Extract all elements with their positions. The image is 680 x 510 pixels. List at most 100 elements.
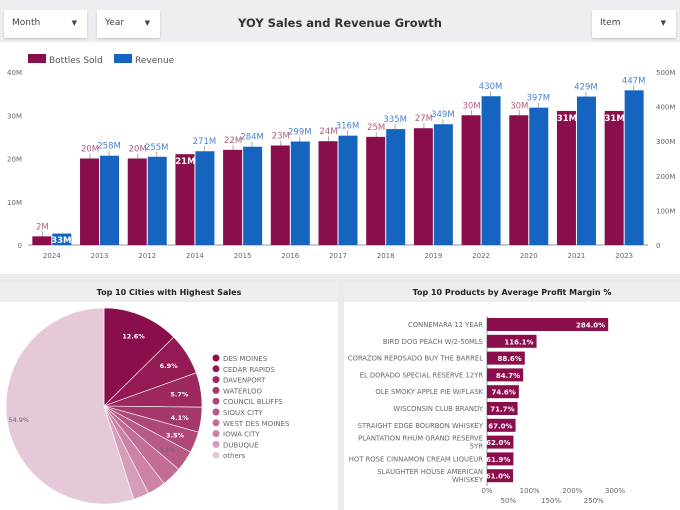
bar-bottles-sold xyxy=(175,154,195,245)
pie-value-label: 54.9% xyxy=(8,416,29,424)
product-value-label: 61.9% xyxy=(486,456,510,464)
bar-revenue xyxy=(338,135,358,245)
legend-label: COUNCIL BLUFFS xyxy=(223,398,283,406)
product-bar xyxy=(487,318,609,331)
legend-dot xyxy=(212,430,220,438)
bar-bottles-sold xyxy=(32,236,52,245)
x-tick: 2015 xyxy=(234,252,252,260)
product-value-label: 74.6% xyxy=(492,389,516,397)
month-filter-label: Month xyxy=(12,18,41,28)
product-bar xyxy=(487,469,514,483)
bottles-label: 22M xyxy=(224,136,242,146)
bottles-label: 31M xyxy=(605,114,625,124)
y-right-tick: 500M xyxy=(656,69,675,77)
bar-bottles-sold xyxy=(604,110,624,245)
y-left-tick: 10M xyxy=(7,199,22,207)
yoy-bar-chart: Bottles Sold Revenue 0 10M 20M 30M 40M 0 100M 200… xyxy=(7,54,675,260)
x-tick: 2020 xyxy=(520,252,538,260)
cities-panel: Top 10 Cities with Highest Sales 12.6% 6.… xyxy=(0,282,338,510)
bar-revenue xyxy=(576,96,596,245)
bottles-label: 27M xyxy=(415,114,433,124)
bar-bottles-sold xyxy=(413,128,433,245)
bar-revenue xyxy=(147,156,167,245)
month-filter[interactable]: Month ▼ xyxy=(4,10,87,38)
item-filter[interactable]: Item ▼ xyxy=(592,10,676,38)
year-filter[interactable]: Year ▼ xyxy=(97,10,160,38)
legend-label: CEDAR RAPIDS xyxy=(223,366,275,374)
product-label: BIRD DOG PEACH W/2-50MLS xyxy=(383,338,483,346)
bar-revenue xyxy=(290,141,310,245)
hbar-title: Top 10 Products by Average Profit Margin… xyxy=(344,282,680,302)
products-panel: Top 10 Products by Average Profit Margin… xyxy=(344,282,680,510)
y-right-tick: 200M xyxy=(656,173,675,181)
legend-swatch xyxy=(114,54,132,63)
bar-bottles-sold xyxy=(80,158,100,245)
product-bar xyxy=(487,452,514,466)
y-left-tick: 40M xyxy=(7,69,22,77)
bar-revenue xyxy=(195,151,215,245)
legend-dot xyxy=(212,386,220,394)
legend-dot xyxy=(212,376,220,384)
revenue-label: 255M xyxy=(145,143,169,153)
x-tick: 2014 xyxy=(186,252,204,260)
caret-down-icon: ▼ xyxy=(660,19,666,27)
page-title: YOY Sales and Revenue Growth xyxy=(238,16,442,30)
revenue-label: 430M xyxy=(479,82,503,92)
product-value-label: 67.0% xyxy=(488,422,512,430)
legend-dot xyxy=(212,408,220,416)
legend-label: DUBUQUE xyxy=(223,441,259,449)
products-bar-chart: 284.0% CONNEMARA 12 YEAR 116.1% BIRD DOG PE… xyxy=(348,316,625,505)
product-value-label: 84.7% xyxy=(496,372,520,380)
product-value-label: 284.0% xyxy=(576,322,605,330)
legend-dot xyxy=(212,419,220,427)
y-left-tick: 20M xyxy=(7,156,22,164)
bottles-label: 20M xyxy=(81,145,99,155)
header-bar: Month ▼ Year ▼ YOY Sales and Revenue Growt… xyxy=(0,0,680,42)
product-label: CONNEMARA 12 YEAR xyxy=(408,321,483,329)
product-value-label: 116.1% xyxy=(504,338,533,346)
revenue-label: 284M xyxy=(240,133,264,143)
x-tick: 2013 xyxy=(91,252,109,260)
x-tick: 2016 xyxy=(281,252,299,260)
bottles-label: 31M xyxy=(557,114,577,124)
x-tick: 250% xyxy=(584,497,604,505)
x-tick: 2018 xyxy=(377,252,395,260)
revenue-label: 271M xyxy=(193,137,217,147)
pie-value-label: 12.6% xyxy=(122,332,145,340)
bottles-label: 21M xyxy=(175,157,195,167)
bottles-label: 24M xyxy=(319,127,337,137)
bar-bottles-sold xyxy=(127,158,147,245)
legend-label: SIOUX CITY xyxy=(223,409,263,417)
product-label: CORAZON REPOSADO BUY THE BARREL xyxy=(348,355,483,363)
product-bar xyxy=(487,418,516,432)
bar-bottles-sold xyxy=(318,141,338,245)
bottles-label: 30M xyxy=(462,101,480,111)
product-label: EL DORADO SPECIAL RESERVE 12YR xyxy=(360,371,484,379)
bar-bottles-sold xyxy=(556,110,576,245)
bar-revenue xyxy=(243,146,263,245)
bottles-label: 2M xyxy=(36,222,49,232)
pie-value-label: 5.7% xyxy=(170,390,189,398)
x-tick: 200% xyxy=(562,487,582,495)
revenue-label: 335M xyxy=(383,115,407,125)
bar-bottles-sold xyxy=(509,115,529,245)
revenue-label: 33M xyxy=(51,236,71,246)
product-label: WISCONSIN CLUB BRANDY xyxy=(393,405,483,413)
product-value-label: 71.7% xyxy=(490,406,514,414)
bar-bottles-sold xyxy=(461,115,481,245)
legend-label: others xyxy=(223,452,246,460)
x-tick: 2021 xyxy=(568,252,586,260)
cities-pie-chart: 12.6% 6.9% 5.7% 4.1% 3.5% 3.4% 54.9% DES MOINES… xyxy=(5,307,290,505)
legend-dot xyxy=(212,354,220,362)
x-tick: 0% xyxy=(481,487,492,495)
legend-swatch xyxy=(28,54,46,63)
revenue-label: 258M xyxy=(97,142,121,152)
revenue-label: 447M xyxy=(622,76,646,86)
y-left-tick: 30M xyxy=(7,112,22,120)
product-label: HOT ROSE CINNAMON CREAM LIQUEUR xyxy=(349,455,483,463)
item-filter-label: Item xyxy=(600,18,621,28)
pie-value-label: 3.5% xyxy=(166,431,185,439)
product-label: SLAUGHTER HOUSE AMERICAN xyxy=(377,468,483,476)
y-right-tick: 0 xyxy=(656,242,660,250)
product-bar xyxy=(487,351,525,365)
